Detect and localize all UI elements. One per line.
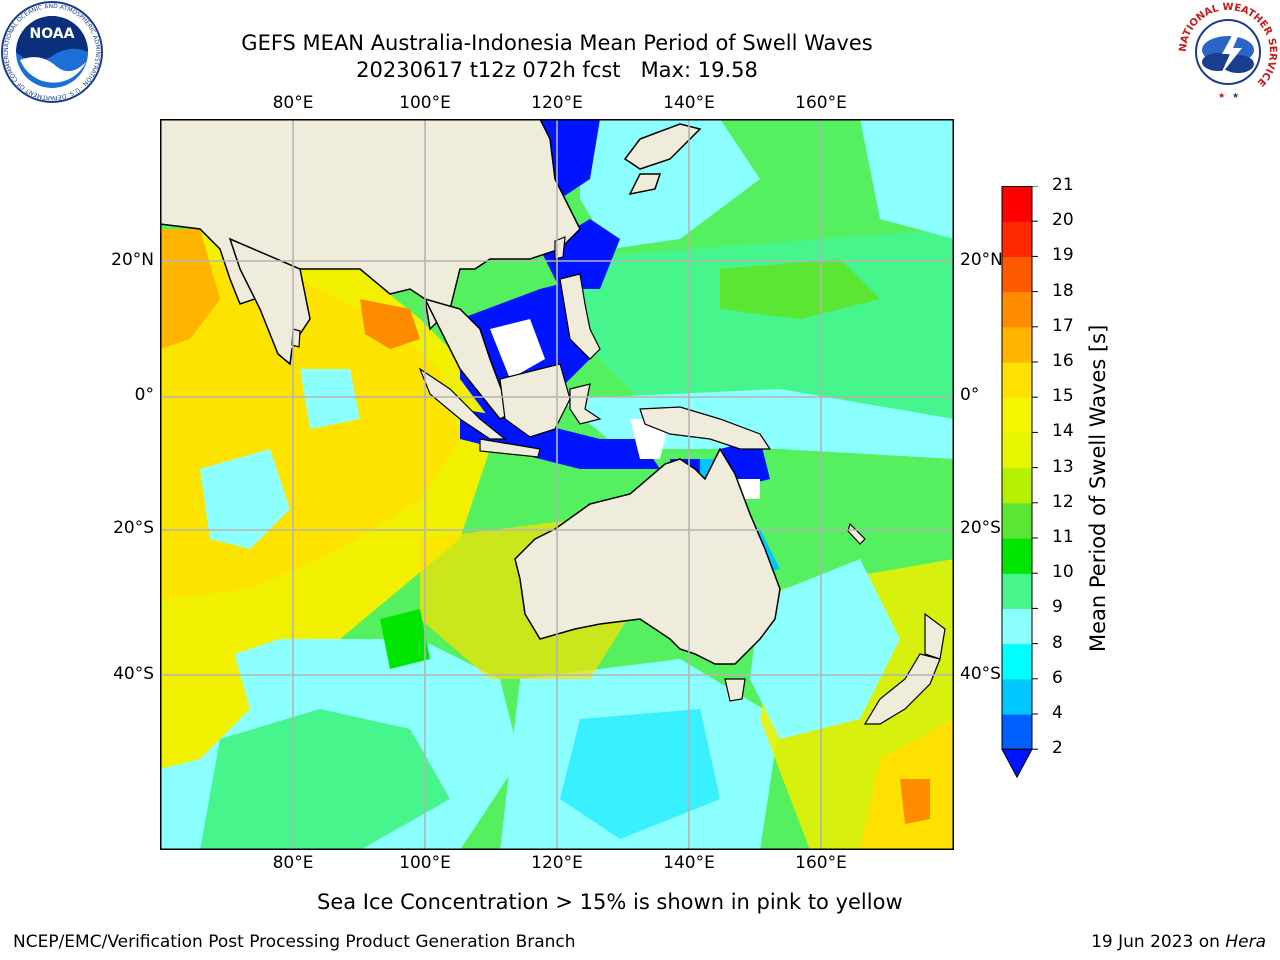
- colorbar-tick-label: 8: [1052, 632, 1063, 653]
- map-frame: [160, 119, 954, 850]
- lat-tick-right-20n: 20°N: [960, 250, 1003, 270]
- colorbar-swatch: [1002, 256, 1032, 293]
- colorbar-swatch: [1002, 397, 1032, 433]
- lon-tick-top-120e: 120°E: [531, 93, 583, 113]
- footer-host: Hera: [1225, 932, 1266, 952]
- colorbar-under-arrow: [1001, 748, 1033, 779]
- colorbar-swatch: [1002, 608, 1032, 645]
- lon-tick-bottom-160e: 160°E: [795, 853, 847, 873]
- colorbar-swatches: [1001, 185, 1038, 779]
- colorbar-tick-label: 14: [1052, 421, 1074, 442]
- noaa-logo: NATIONAL OCEANIC AND ATMOSPHERIC ADMINIS…: [0, 0, 104, 104]
- graticule: [160, 119, 954, 850]
- colorbar-swatch: [1002, 291, 1032, 328]
- chart-subtitle: 20230617 t12z 072h fcst Max: 19.58: [356, 58, 758, 82]
- colorbar-tick-label: 18: [1052, 280, 1074, 301]
- lat-tick-left-20s: 20°S: [113, 518, 154, 538]
- lat-tick-left-0: 0°: [134, 385, 154, 405]
- colorbar-title: Mean Period of Swell Waves [s]: [1086, 324, 1110, 652]
- colorbar-swatch: [1002, 186, 1032, 222]
- colorbar-tick-label: 19: [1052, 245, 1074, 266]
- footer-credit: NCEP/EMC/Verification Post Processing Pr…: [13, 932, 576, 952]
- colorbar-tick-label: 20: [1052, 210, 1074, 231]
- lat-tick-right-40s: 40°S: [960, 664, 1001, 684]
- colorbar-tick-label: 17: [1052, 315, 1074, 336]
- colorbar-swatch: [1002, 643, 1032, 680]
- colorbar-tick-label: 4: [1052, 703, 1063, 723]
- lon-tick-bottom-120e: 120°E: [531, 853, 583, 873]
- svg-text:NOAA: NOAA: [30, 26, 75, 42]
- colorbar-tick-label: 9: [1052, 597, 1063, 618]
- map-panel: [160, 119, 954, 850]
- lat-tick-right-20s: 20°S: [960, 518, 1001, 538]
- lon-tick-top-160e: 160°E: [795, 93, 847, 113]
- lat-tick-left-40s: 40°S: [113, 664, 154, 684]
- colorbar-tick-label: 15: [1052, 386, 1074, 407]
- colorbar-tick-label: 2: [1052, 738, 1063, 759]
- colorbar-swatch: [1002, 326, 1032, 363]
- lat-tick-left-20n: 20°N: [111, 250, 154, 270]
- lat-tick-right-0: 0°: [960, 385, 980, 405]
- colorbar-swatch: [1002, 221, 1032, 257]
- footer-date: 19 Jun 2023 on Hera: [1091, 932, 1266, 952]
- chart-title: GEFS MEAN Australia-Indonesia Mean Perio…: [241, 31, 873, 55]
- colorbar-tick-label: 21: [1052, 175, 1074, 195]
- colorbar-swatch: [1002, 538, 1032, 574]
- colorbar-swatch: [1002, 432, 1032, 469]
- lon-tick-top-80e: 80°E: [272, 93, 314, 113]
- lon-tick-bottom-80e: 80°E: [272, 853, 314, 873]
- footer-date-text: 19 Jun 2023 on: [1091, 932, 1226, 952]
- colorbar-swatch: [1002, 502, 1032, 539]
- colorbar: [1000, 185, 1040, 786]
- colorbar-swatch: [1002, 714, 1032, 750]
- lon-tick-bottom-140e: 140°E: [663, 853, 715, 873]
- lon-tick-bottom-100e: 100°E: [399, 853, 451, 873]
- colorbar-tick-label: 16: [1052, 351, 1074, 371]
- colorbar-swatch: [1002, 467, 1032, 504]
- colorbar-tick-label: 12: [1052, 491, 1074, 512]
- colorbar-tick-label: 6: [1052, 667, 1063, 688]
- lon-tick-top-140e: 140°E: [663, 93, 715, 113]
- colorbar-swatch: [1002, 573, 1032, 609]
- colorbar-tick-label: 11: [1052, 527, 1074, 547]
- colorbar-tick-label: 10: [1052, 562, 1074, 583]
- colorbar-tick-label: 13: [1052, 456, 1074, 477]
- colorbar-swatch: [1002, 678, 1032, 715]
- lon-tick-top-100e: 100°E: [399, 93, 451, 113]
- swell-period-map: [160, 119, 954, 850]
- sea-ice-note: Sea Ice Concentration > 15% is shown in …: [317, 890, 903, 914]
- svg-text:★: ★: [1232, 91, 1239, 100]
- land-masses: [160, 119, 946, 725]
- colorbar-swatch: [1002, 362, 1032, 398]
- nws-logo: NATIONAL WEATHER SERVICE ★ ★: [1176, 0, 1280, 104]
- svg-text:★: ★: [1218, 91, 1225, 100]
